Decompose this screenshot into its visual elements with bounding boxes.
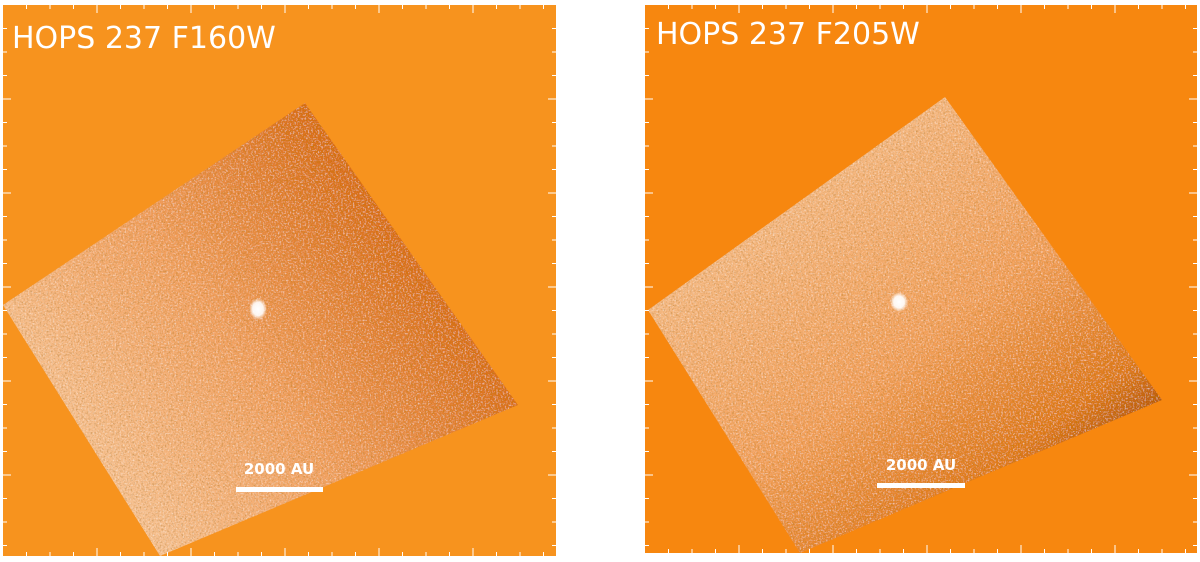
image-field [3,103,518,556]
source [249,298,267,320]
panel-left: HOPS 237 F160W 2000 AU [3,5,556,556]
panel-title: HOPS 237 F160W [12,21,276,56]
scale-bar-label: 2000 AU [886,456,956,474]
tick-frame [645,5,1197,553]
scale-bar-label: 2000 AU [244,460,314,478]
source [890,292,908,312]
tick-frame [3,5,556,556]
panel-title: HOPS 237 F205W [656,17,920,52]
panel-right: HOPS 237 F205W 2000 AU [645,5,1197,553]
scale-bar [236,487,323,492]
image-field [648,97,1162,553]
scale-bar [877,483,965,488]
